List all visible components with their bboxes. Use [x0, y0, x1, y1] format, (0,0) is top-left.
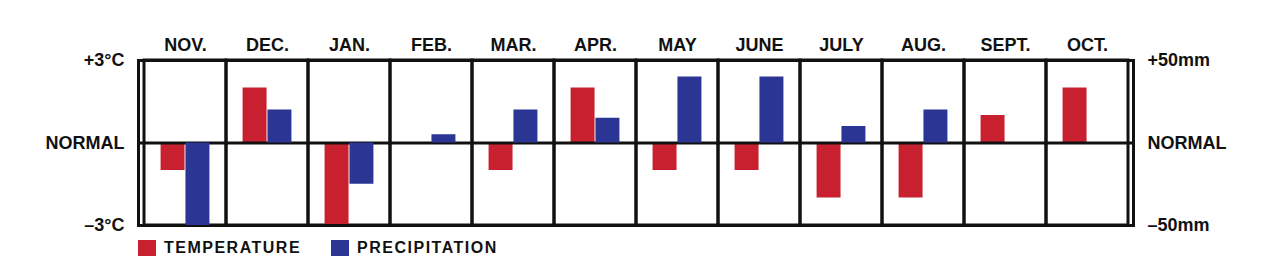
- svg-text:–3°C: –3°C: [84, 215, 124, 235]
- svg-text:FEB.: FEB.: [411, 35, 452, 55]
- svg-text:JULY: JULY: [819, 35, 863, 55]
- svg-text:JUNE: JUNE: [735, 35, 783, 55]
- svg-text:APR.: APR.: [574, 35, 617, 55]
- svg-text:–50mm: –50mm: [1148, 215, 1210, 235]
- html-text:TEMPERATURE: TEMPERATURE: [164, 239, 302, 256]
- svg-text:NORMAL: NORMAL: [1148, 133, 1227, 153]
- svg-text:MAY: MAY: [658, 35, 696, 55]
- svg-text:DEC.: DEC.: [246, 35, 289, 55]
- svg-text:NORMAL: NORMAL: [46, 133, 125, 153]
- svg-text:AUG.: AUG.: [901, 35, 946, 55]
- svg-text:MAR.: MAR.: [491, 35, 537, 55]
- svg-text:JAN.: JAN.: [329, 35, 370, 55]
- svg-text:OCT.: OCT.: [1067, 35, 1108, 55]
- svg-text:SEPT.: SEPT.: [980, 35, 1030, 55]
- svg-text:NOV.: NOV.: [164, 35, 206, 55]
- svg-text:+3°C: +3°C: [84, 50, 125, 70]
- html-text:PRECIPITATION: PRECIPITATION: [357, 239, 498, 256]
- svg-text:+50mm: +50mm: [1148, 50, 1211, 70]
